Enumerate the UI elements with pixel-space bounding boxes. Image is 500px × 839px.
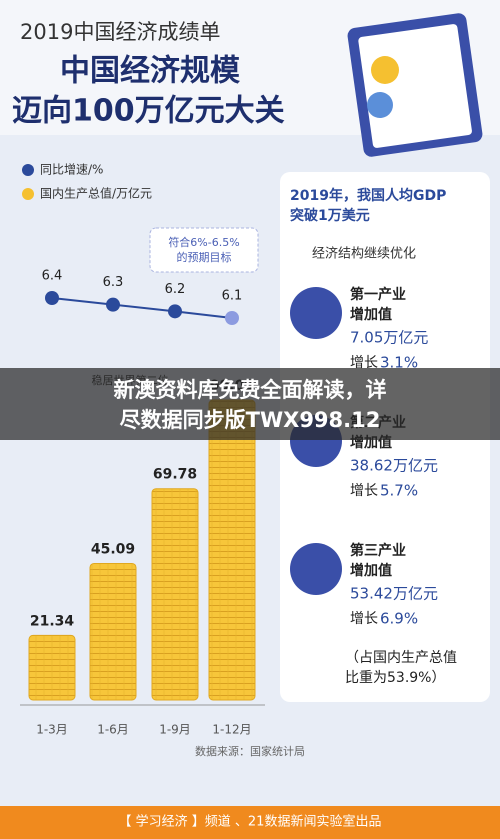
value-label: 69.78 bbox=[153, 467, 197, 483]
legend-swatch bbox=[22, 164, 34, 176]
headline-line: 突破1万美元 bbox=[290, 207, 370, 224]
legend-label: 国内生产总值/万亿元 bbox=[40, 186, 152, 201]
value-label: 6.4 bbox=[42, 269, 63, 284]
growth-value: 6.9% bbox=[380, 610, 418, 628]
legend-label: 同比增速/% bbox=[40, 163, 103, 177]
note-line: （占国内生产总值 bbox=[345, 650, 457, 666]
x-tick-label: 1-9月 bbox=[159, 723, 191, 737]
source: 数据来源：国家统计局 bbox=[195, 744, 305, 758]
clipboard-icon bbox=[347, 13, 483, 157]
panel-headline: 2019年，我国人均GDP 突破1万美元 bbox=[290, 187, 446, 224]
x-tick-label: 1-12月 bbox=[212, 723, 251, 737]
name-line: 增加值 bbox=[350, 562, 392, 579]
industry-name: 第三产业增加值 bbox=[350, 542, 406, 579]
title: 中国经济规模 bbox=[60, 54, 240, 89]
overlay-bg bbox=[0, 368, 500, 440]
headline-line: 2019年，我国人均GDP bbox=[290, 187, 446, 204]
growth-label: 增长 bbox=[350, 611, 378, 627]
x-tick-label: 1-6月 bbox=[97, 723, 129, 737]
subtitle: 迈向100万亿元大关 bbox=[12, 94, 285, 129]
note-line: 比重为53.9%） bbox=[345, 670, 445, 686]
value-label: 6.2 bbox=[165, 282, 186, 297]
overlay-line: 新澳资料库免费全面解读，详 bbox=[114, 378, 387, 402]
value-label: 6.1 bbox=[222, 289, 243, 304]
growth-value: 3.1% bbox=[380, 354, 418, 372]
bar bbox=[208, 399, 256, 701]
point bbox=[225, 311, 239, 325]
x-tick-label: 1-3月 bbox=[36, 723, 68, 737]
annotation-line: 符合6%-6.5% bbox=[168, 235, 239, 249]
point bbox=[45, 291, 59, 305]
industry-icon bbox=[290, 543, 342, 595]
value-label: 21.34 bbox=[30, 613, 75, 629]
line bbox=[51, 297, 233, 319]
footer-bg bbox=[0, 806, 500, 839]
value-label: 45.09 bbox=[91, 541, 135, 557]
industry-amount: 53.42万亿元 bbox=[350, 585, 438, 603]
name-line: 第三产业 bbox=[350, 542, 406, 559]
industry-name: 第一产业增加值 bbox=[350, 286, 406, 323]
footer: 【 学习经济 】频道 、21数据新闻实验室出品 bbox=[119, 814, 382, 830]
point bbox=[106, 297, 120, 312]
annotation-line: 的预期目标 bbox=[177, 250, 232, 264]
panel-section: 经济结构继续优化 bbox=[312, 247, 416, 262]
bar bbox=[89, 562, 137, 701]
growth-label: 增长 bbox=[350, 483, 378, 499]
overlay-text: 新澳资料库免费全面解读，详尽数据同步版TWX998.12 bbox=[114, 378, 387, 432]
legend-swatch bbox=[22, 188, 34, 200]
growth-value: 5.7% bbox=[380, 482, 418, 500]
growth-label: 增长 bbox=[350, 355, 378, 371]
bar bbox=[151, 488, 199, 701]
value-label: 6.3 bbox=[103, 275, 124, 290]
overlay-line: 尽数据同步版TWX998.12 bbox=[120, 408, 381, 432]
annotation-box bbox=[149, 227, 259, 273]
name-line: 增加值 bbox=[350, 306, 392, 323]
kicker: 2019中国经济成绩单 bbox=[20, 20, 220, 44]
panel-note: （占国内生产总值比重为53.9%） bbox=[345, 650, 457, 686]
annotation: 符合6%-6.5%的预期目标 bbox=[168, 235, 239, 264]
point bbox=[168, 304, 182, 319]
name-line: 第一产业 bbox=[350, 286, 406, 303]
industry-amount: 7.05万亿元 bbox=[350, 329, 428, 347]
industry-icon bbox=[290, 287, 342, 339]
bar bbox=[28, 634, 76, 701]
industry-amount: 38.62万亿元 bbox=[350, 457, 438, 475]
